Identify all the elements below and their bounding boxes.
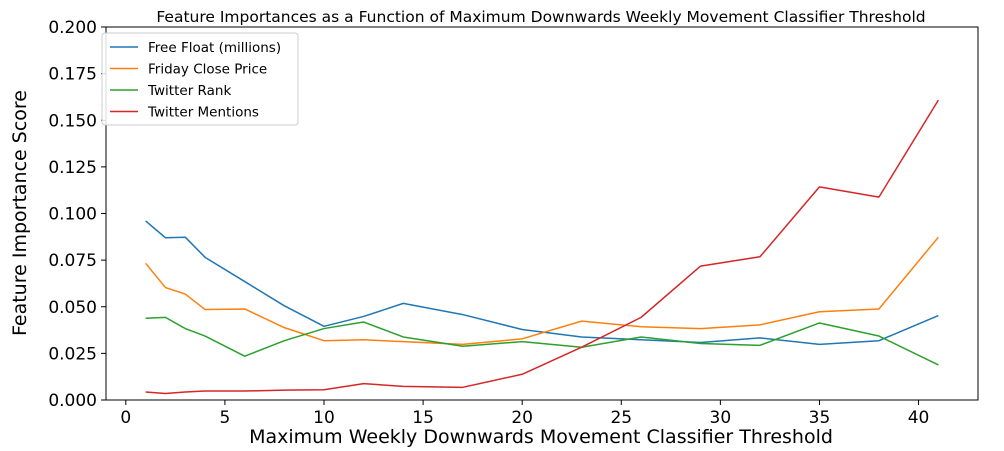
- plot-frame: [105, 26, 979, 401]
- y-axis-ticks: 0.000 0.025 0.050 0.075 0.100 0.125 0.150 0.175…: [48, 18, 106, 411]
- x-axis-ticks: 0 5 10 15 20 25 30 35 40: [120, 400, 929, 428]
- x-tick-label: 0: [120, 408, 131, 428]
- legend-label: Free Float (millions): [148, 40, 281, 56]
- x-tick-label: 25: [610, 408, 632, 428]
- y-tick-label: 0.150: [48, 111, 97, 131]
- y-tick-label: 0.025: [48, 344, 97, 364]
- y-tick-label: 0.175: [48, 65, 97, 85]
- y-tick-label: 0.200: [48, 18, 97, 38]
- x-tick-label: 30: [710, 408, 732, 428]
- series-line-twitter-rank: [145, 316, 939, 366]
- series-line-friday-close-price: [145, 236, 939, 346]
- x-tick-label: 15: [412, 408, 434, 428]
- y-tick-label: 0.100: [48, 205, 97, 225]
- x-tick-label: 10: [313, 408, 335, 428]
- y-tick-label: 0.075: [48, 251, 97, 271]
- series-line-free-float-millions: [145, 220, 939, 346]
- legend-box: [101, 32, 299, 126]
- legend-label: Twitter Rank: [147, 83, 231, 99]
- x-tick-label: 20: [511, 408, 533, 428]
- y-axis-label: Feature Importance Score: [9, 90, 31, 336]
- legend-label: Friday Close Price: [148, 62, 267, 78]
- x-tick-label: 40: [908, 408, 930, 428]
- x-tick-label: 35: [809, 408, 831, 428]
- x-tick-label: 5: [219, 408, 230, 428]
- legend: Free Float (millions) Friday Close Price T…: [101, 32, 299, 126]
- series-lines: [145, 99, 939, 395]
- y-tick-label: 0.050: [48, 298, 97, 318]
- y-tick-label: 0.125: [48, 158, 97, 178]
- series-line-twitter-mentions: [145, 99, 939, 395]
- chart-title: Feature Importances as a Function of Max…: [156, 8, 925, 26]
- y-tick-label: 0.000: [48, 391, 97, 411]
- legend-label: Twitter Mentions: [147, 105, 259, 121]
- x-axis-label: Maximum Weekly Downwards Movement Classi…: [249, 426, 833, 448]
